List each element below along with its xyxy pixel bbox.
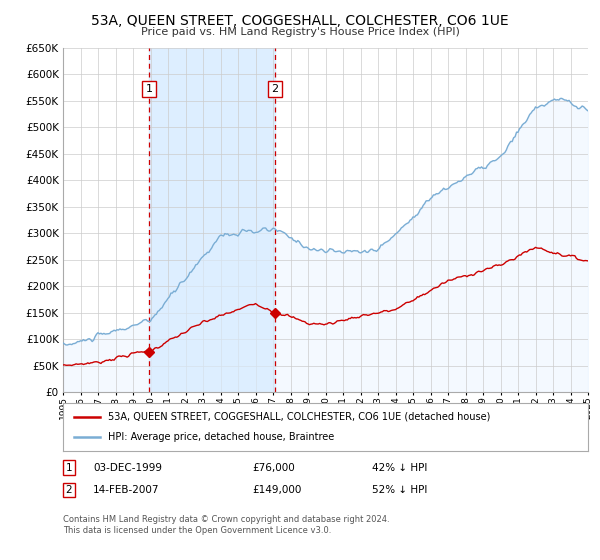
Text: 42% ↓ HPI: 42% ↓ HPI <box>372 463 427 473</box>
Text: 03-DEC-1999: 03-DEC-1999 <box>93 463 162 473</box>
Text: 1: 1 <box>146 84 152 94</box>
Text: £76,000: £76,000 <box>252 463 295 473</box>
Text: 53A, QUEEN STREET, COGGESHALL, COLCHESTER, CO6 1UE (detached house): 53A, QUEEN STREET, COGGESHALL, COLCHESTE… <box>107 412 490 422</box>
Text: 14-FEB-2007: 14-FEB-2007 <box>93 485 160 495</box>
Text: 53A, QUEEN STREET, COGGESHALL, COLCHESTER, CO6 1UE: 53A, QUEEN STREET, COGGESHALL, COLCHESTE… <box>91 14 509 28</box>
Text: Contains HM Land Registry data © Crown copyright and database right 2024.: Contains HM Land Registry data © Crown c… <box>63 515 389 524</box>
Text: HPI: Average price, detached house, Braintree: HPI: Average price, detached house, Brai… <box>107 432 334 442</box>
Text: 2: 2 <box>65 485 73 495</box>
Text: 52% ↓ HPI: 52% ↓ HPI <box>372 485 427 495</box>
Text: Price paid vs. HM Land Registry's House Price Index (HPI): Price paid vs. HM Land Registry's House … <box>140 27 460 37</box>
Text: 1: 1 <box>65 463 73 473</box>
Bar <box>149 48 275 392</box>
Text: £149,000: £149,000 <box>252 485 301 495</box>
Text: This data is licensed under the Open Government Licence v3.0.: This data is licensed under the Open Gov… <box>63 526 331 535</box>
Text: 2: 2 <box>272 84 278 94</box>
